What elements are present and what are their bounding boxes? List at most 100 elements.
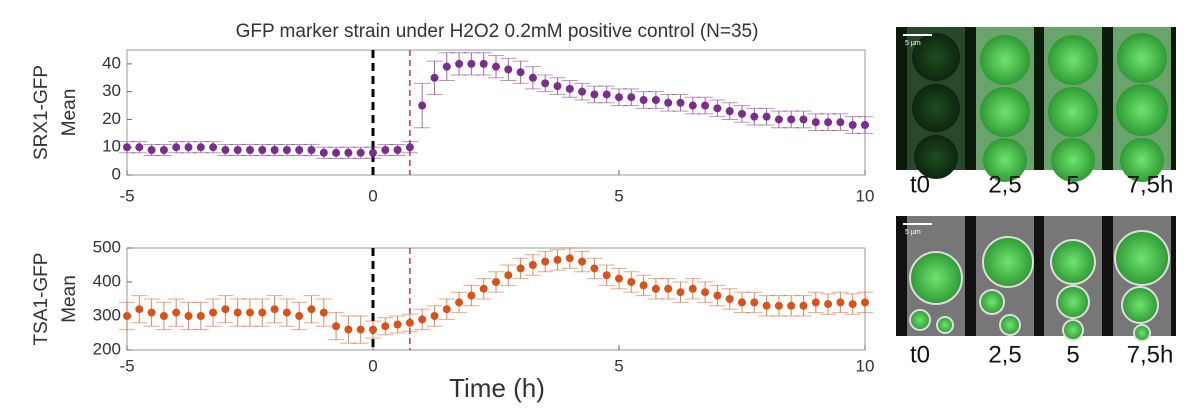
point	[651, 96, 660, 104]
point	[688, 284, 697, 293]
point	[479, 59, 488, 68]
point	[356, 148, 365, 157]
point	[135, 305, 144, 314]
point	[627, 278, 636, 286]
point	[504, 65, 513, 74]
point	[442, 62, 451, 71]
point	[147, 308, 156, 317]
point	[282, 308, 291, 317]
point	[688, 101, 697, 110]
time-label: 5	[1066, 341, 1079, 368]
point	[713, 291, 722, 300]
point	[811, 118, 820, 127]
point	[811, 298, 820, 307]
point	[184, 312, 193, 320]
point	[233, 146, 242, 154]
point	[725, 107, 734, 116]
point	[172, 308, 181, 317]
point	[639, 281, 648, 290]
point	[467, 59, 476, 68]
point	[430, 73, 439, 82]
point	[123, 312, 131, 320]
point	[504, 271, 513, 280]
point	[528, 261, 537, 269]
plot-frame	[126, 49, 866, 176]
point	[295, 312, 304, 320]
point	[282, 146, 291, 154]
point	[516, 264, 525, 273]
point	[209, 143, 218, 152]
point	[565, 84, 574, 93]
point	[344, 325, 353, 334]
point	[221, 305, 230, 314]
y-tick-label: 40	[102, 53, 121, 72]
point	[787, 115, 796, 124]
point	[651, 284, 660, 293]
y-tick-label: 30	[102, 81, 121, 100]
point	[762, 301, 771, 310]
point	[209, 308, 218, 317]
point	[369, 148, 377, 157]
point	[848, 300, 857, 309]
point	[258, 308, 267, 317]
point	[492, 278, 500, 286]
point	[221, 146, 230, 154]
point	[516, 68, 525, 77]
point	[233, 308, 242, 317]
scale-label: 5 µm	[905, 40, 921, 47]
point	[541, 79, 550, 88]
point	[467, 291, 476, 300]
point	[479, 284, 488, 293]
point	[430, 312, 439, 320]
point	[578, 257, 587, 266]
point	[258, 146, 267, 154]
y-tick-label: 400	[93, 271, 121, 290]
point	[418, 101, 427, 110]
point	[602, 271, 611, 280]
point	[664, 284, 673, 293]
point	[553, 82, 562, 91]
point	[319, 148, 328, 157]
point	[701, 101, 710, 110]
point	[762, 112, 771, 121]
y-tick-label: 10	[102, 137, 121, 156]
point	[307, 305, 316, 314]
point	[824, 118, 833, 127]
x-tick-label: 10	[856, 186, 875, 205]
x-tick-label: 5	[614, 356, 623, 375]
point	[196, 312, 205, 320]
point	[701, 288, 710, 297]
point	[848, 121, 857, 129]
x-axis-label: Time (h)	[449, 373, 545, 403]
point	[159, 146, 168, 154]
point	[750, 112, 759, 121]
y-tick-label: 0	[112, 164, 121, 183]
point	[246, 308, 254, 317]
x-tick-label: -5	[119, 186, 134, 205]
point	[602, 90, 611, 99]
point	[861, 298, 869, 307]
image-panel: 5 µm	[896, 216, 1176, 342]
point	[393, 320, 402, 329]
point	[442, 305, 451, 314]
point	[184, 143, 193, 152]
point	[774, 115, 783, 124]
point	[799, 301, 808, 310]
point	[738, 298, 746, 307]
point	[332, 148, 341, 157]
point	[750, 298, 759, 307]
point	[615, 93, 623, 102]
y-axis-label: Mean	[59, 89, 80, 137]
time-label: 2,5	[988, 341, 1021, 368]
time-label: 2,5	[988, 171, 1021, 198]
y-tick-label: 200	[93, 339, 121, 358]
chart-title: GFP marker strain under H2O2 0.2mM posit…	[236, 21, 759, 42]
point	[356, 325, 365, 334]
x-tick-label: 0	[368, 186, 377, 205]
point	[369, 325, 377, 334]
time-label: t0	[910, 341, 930, 368]
point	[381, 322, 390, 331]
point	[172, 143, 181, 152]
point	[319, 308, 328, 317]
point	[615, 274, 623, 283]
